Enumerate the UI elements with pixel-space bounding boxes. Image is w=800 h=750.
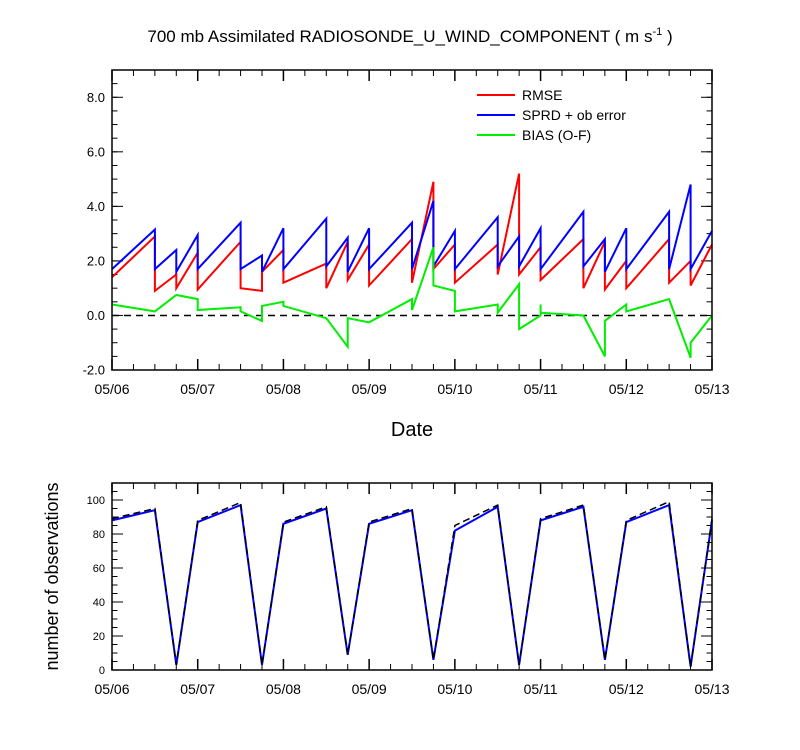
- y-tick-label: 20: [93, 631, 105, 643]
- legend-label: BIAS (O-F): [522, 127, 591, 143]
- legend-label: RMSE: [522, 87, 562, 103]
- x-tick-label: 05/06: [94, 681, 129, 697]
- y-tick-label: 2.0: [87, 253, 105, 268]
- y-tick-label: 40: [93, 597, 105, 609]
- x-tick-label: 05/08: [266, 381, 301, 397]
- y-tick-label: 60: [93, 563, 105, 575]
- x-tick-label: 05/07: [180, 381, 215, 397]
- x-tick-label: 05/07: [180, 681, 215, 697]
- bottom-panel: 0 20 40 60 80 100 05/06 05/07 05/08 05/09 05/10 05/…: [42, 482, 730, 697]
- plot-frame: [111, 69, 713, 371]
- x-tick-label: 05/06: [94, 381, 129, 397]
- x-tick-label: 05/12: [609, 381, 644, 397]
- series-line-possible: [111, 500, 713, 667]
- x-tick-label: 05/13: [694, 681, 729, 697]
- x-tick-label: 05/13: [694, 381, 729, 397]
- chart-title: 700 mb Assimilated RADIOSONDE_U_WIND_COM…: [147, 26, 672, 46]
- y-tick-label: 0.0: [87, 308, 105, 323]
- plot-frame: [111, 482, 713, 671]
- y-tick-label: 0: [99, 665, 105, 677]
- x-tick-label: 05/10: [437, 681, 472, 697]
- y-tick-label: 4.0: [87, 199, 105, 214]
- x-tick-label: 05/11: [524, 381, 558, 397]
- legend-label: SPRD + ob error: [522, 107, 626, 123]
- top-panel: -2.0 0.0 2.0 4.0 6.0 8.0 05/06 05/07 05/08 05/09 0…: [83, 69, 730, 441]
- series-line-sprd-ob-error: [111, 184, 713, 276]
- title-main: 700 mb Assimilated RADIOSONDE_U_WIND_COM…: [147, 27, 652, 46]
- x-tick-label: 05/12: [609, 681, 644, 697]
- x-tick-label: 05/10: [437, 381, 472, 397]
- series-line-bias-o-f: [111, 246, 713, 359]
- series-line-assimilated: [111, 503, 713, 667]
- x-tick-label: 05/11: [524, 681, 558, 697]
- title-exponent: -1: [652, 26, 662, 38]
- x-axis-label: Date: [391, 419, 433, 441]
- y-tick-label: 80: [93, 529, 105, 541]
- x-tick-label: 05/08: [266, 681, 301, 697]
- title-close: ): [662, 27, 672, 46]
- y-tick-label: 8.0: [87, 90, 105, 105]
- y-axis-label: number of observations: [42, 482, 62, 670]
- y-tick-label: 6.0: [87, 144, 105, 159]
- y-tick-label: 100: [87, 495, 105, 507]
- x-tick-label: 05/09: [352, 681, 387, 697]
- x-tick-label: 05/09: [352, 381, 387, 397]
- y-tick-label: -2.0: [83, 363, 105, 378]
